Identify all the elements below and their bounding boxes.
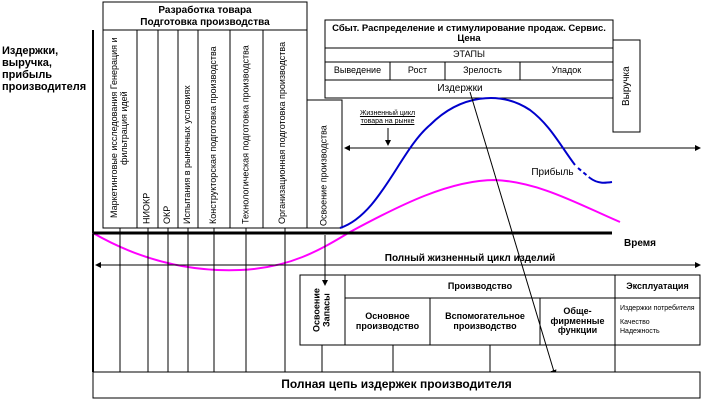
costs-arrow (469, 91, 557, 376)
production-title: Производство (447, 281, 513, 292)
production-column: Основное производство (355, 310, 420, 331)
production-box (299, 274, 701, 346)
production-mastering: Освоение Запасы (311, 288, 332, 332)
step: Маркетинговые исследования Генерация и ф… (109, 37, 129, 219)
stages-label: ЭТАПЫ (452, 49, 485, 60)
cost-curve (577, 167, 591, 179)
step: Технологическая подготовка производства (240, 45, 251, 224)
mastering-box (306, 99, 343, 229)
development-title: Разработка товара (158, 4, 252, 16)
revenue-box (612, 39, 641, 133)
footer-arrows (117, 228, 618, 379)
exploitation-title: Эксплуатация (626, 281, 689, 292)
production-column: Обще-фирменные функции (550, 305, 605, 336)
x-axis-label: Время (624, 237, 656, 249)
profit-label: Прибыль (531, 166, 574, 178)
footer: Полная цепь издержек производителя (281, 377, 512, 392)
step: ОКР (162, 205, 173, 224)
step: Испытания в рыночных условиях (182, 85, 193, 224)
exploitation-item: Издержки потребителя (620, 305, 695, 313)
stage: Упадок (551, 65, 582, 76)
y-axis-label: Издержки, выручка, прибыль производителя (2, 45, 87, 94)
stage: Рост (407, 65, 428, 76)
development-subtitle: Подготовка производства (140, 16, 270, 28)
full-cycle-label: Полный жизненный цикл изделий (384, 252, 556, 264)
stage: Зрелость (463, 65, 502, 76)
column-lines (136, 30, 264, 228)
market-title: Сбыт. Распределение и стимулирование про… (332, 22, 606, 44)
costs-label: Издержки (437, 83, 483, 94)
step: НИОКР (141, 192, 152, 224)
production-column: Вспомогательное производство (445, 310, 525, 331)
lifecycle-label: Жизненный цикл товара на рынке (359, 110, 416, 125)
footer-box (92, 371, 701, 399)
exploitation-item: Надежность (620, 327, 660, 335)
cost-curve (339, 97, 576, 229)
revenue-label: Выручка (621, 66, 632, 106)
stage: Выведение (333, 65, 382, 76)
exploitation-item: Качество (620, 318, 650, 326)
mastering-label: Освоение производства (318, 125, 329, 226)
cost-curve (589, 177, 613, 184)
step: Конструкторская подготовка производства (208, 46, 219, 224)
step: Организационная подготовка производства (277, 41, 288, 224)
